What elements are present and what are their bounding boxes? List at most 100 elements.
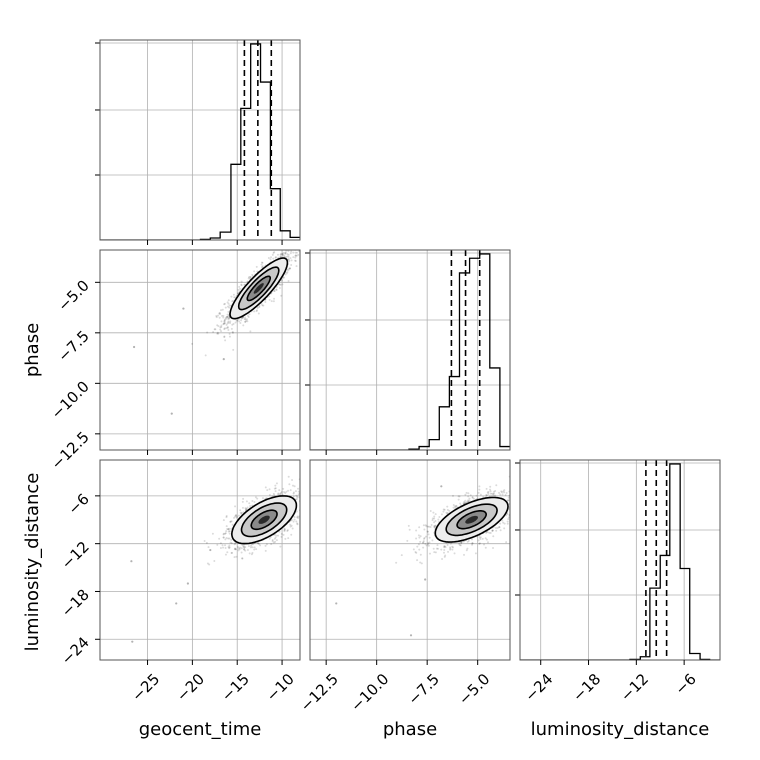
- sample-point: [223, 320, 226, 323]
- sample-point: [492, 490, 495, 493]
- sample-point: [255, 548, 258, 551]
- sample-point: [443, 551, 446, 554]
- scatter-points: [335, 475, 510, 637]
- sample-point: [281, 252, 284, 255]
- sample-point: [222, 533, 225, 536]
- sample-point: [282, 487, 285, 490]
- sample-point: [230, 527, 233, 530]
- sample-point: [249, 330, 252, 333]
- sample-point: [246, 320, 249, 323]
- x-axis-label-phase: phase: [383, 719, 437, 740]
- sample-point: [285, 272, 288, 275]
- sample-point: [471, 542, 474, 545]
- sample-point: [239, 509, 242, 512]
- sample-point: [428, 552, 431, 555]
- sample-point: [233, 556, 236, 559]
- sample-point: [239, 511, 242, 514]
- sample-point: [240, 283, 243, 286]
- sample-point: [492, 535, 495, 538]
- sample-point: [222, 519, 225, 522]
- sample-point: [284, 251, 287, 254]
- sample-point: [249, 505, 252, 508]
- sample-point: [427, 542, 430, 545]
- sample-point: [492, 492, 495, 495]
- sample-point: [292, 492, 295, 495]
- sample-point: [434, 551, 437, 554]
- sample-point: [281, 283, 284, 286]
- sample-point: [440, 513, 443, 516]
- sample-point: [248, 313, 251, 316]
- sample-point: [206, 331, 209, 334]
- sample-point: [290, 533, 293, 536]
- sample-point: [243, 548, 246, 551]
- sample-point: [241, 544, 244, 547]
- sample-point: [466, 500, 469, 503]
- sample-point: [464, 493, 467, 496]
- sample-point: [443, 555, 446, 558]
- sample-point: [463, 500, 466, 503]
- sample-point: [491, 529, 494, 532]
- sample-point: [284, 537, 287, 540]
- sample-point: [434, 513, 437, 516]
- sample-point: [270, 300, 273, 303]
- sample-point: [229, 541, 232, 544]
- sample-point: [222, 532, 225, 535]
- sample-point: [297, 490, 300, 493]
- sample-point: [226, 326, 229, 329]
- sample-point: [205, 541, 208, 544]
- sample-point: [247, 315, 250, 318]
- sample-point: [230, 295, 233, 298]
- x-axis-label-luminosity-distance: luminosity_distance: [531, 719, 710, 740]
- sample-point: [297, 487, 300, 490]
- sample-point: [437, 547, 440, 550]
- sample-point: [452, 546, 455, 549]
- sample-point: [290, 524, 293, 527]
- sample-point: [247, 277, 250, 280]
- sample-point: [286, 255, 289, 258]
- sample-point: [419, 553, 422, 556]
- sample-point: [225, 530, 228, 533]
- sample-point: [231, 331, 234, 334]
- sample-point: [227, 528, 230, 531]
- sample-point: [471, 495, 474, 498]
- sample-point: [238, 548, 241, 551]
- sample-point: [460, 541, 463, 544]
- sample-point: [204, 354, 207, 357]
- sample-point: [220, 320, 223, 323]
- sample-point: [241, 557, 244, 560]
- sample-point: [223, 302, 226, 305]
- sample-point: [229, 322, 232, 325]
- sample-point: [494, 489, 497, 492]
- sample-point: [449, 548, 452, 551]
- sample-point: [434, 524, 437, 527]
- sample-point: [433, 526, 436, 529]
- sample-point: [457, 495, 460, 498]
- sample-point: [434, 524, 437, 527]
- sample-point: [466, 540, 469, 543]
- sample-point: [471, 542, 474, 545]
- sample-point: [223, 322, 226, 325]
- sample-point: [296, 515, 299, 518]
- sample-point: [222, 536, 225, 539]
- sample-point: [284, 273, 287, 276]
- sample-point: [292, 495, 295, 498]
- sample-point: [228, 332, 231, 335]
- sample-point: [419, 535, 422, 538]
- sample-point: [240, 319, 243, 322]
- sample-point: [218, 311, 221, 314]
- sample-point: [467, 539, 470, 542]
- sample-point: [478, 542, 481, 545]
- sample-point: [443, 508, 446, 511]
- sample-point: [485, 493, 488, 496]
- sample-point: [503, 489, 506, 492]
- sample-point: [297, 253, 300, 256]
- sample-point: [249, 546, 252, 549]
- sample-point: [229, 520, 232, 523]
- sample-point: [282, 276, 285, 279]
- sample-point: [268, 488, 271, 491]
- sample-point: [221, 308, 224, 311]
- sample-point: [458, 544, 461, 547]
- sample-point: [217, 325, 220, 328]
- sample-point: [499, 493, 502, 496]
- sample-point: [431, 519, 434, 522]
